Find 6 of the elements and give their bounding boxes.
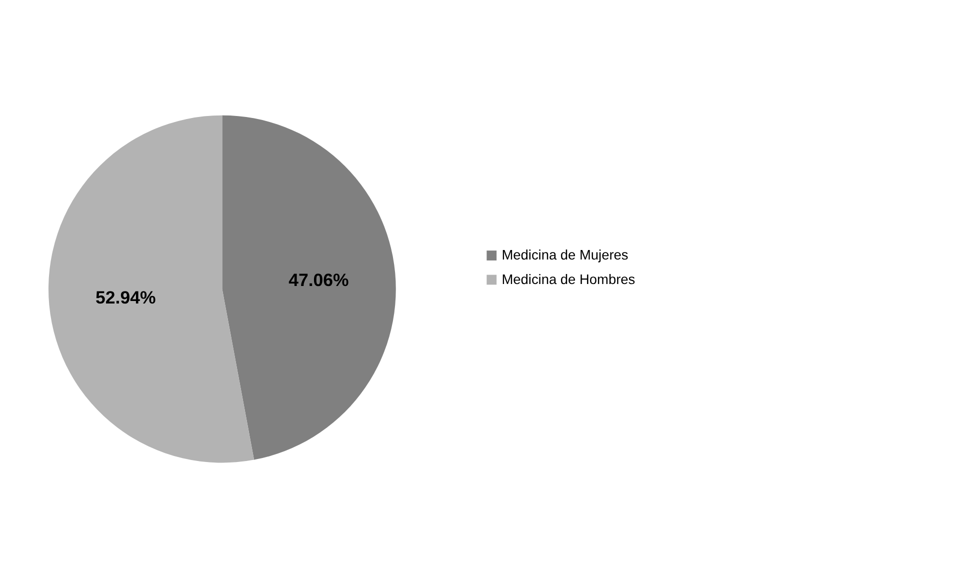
pie-slice <box>222 115 396 460</box>
legend-label: Medicina de Hombres <box>502 272 636 287</box>
pie-slice <box>48 115 254 462</box>
legend-label: Medicina de Mujeres <box>502 248 628 263</box>
data-label: 47.06% <box>288 270 350 290</box>
data-label: 52.94% <box>96 288 156 308</box>
